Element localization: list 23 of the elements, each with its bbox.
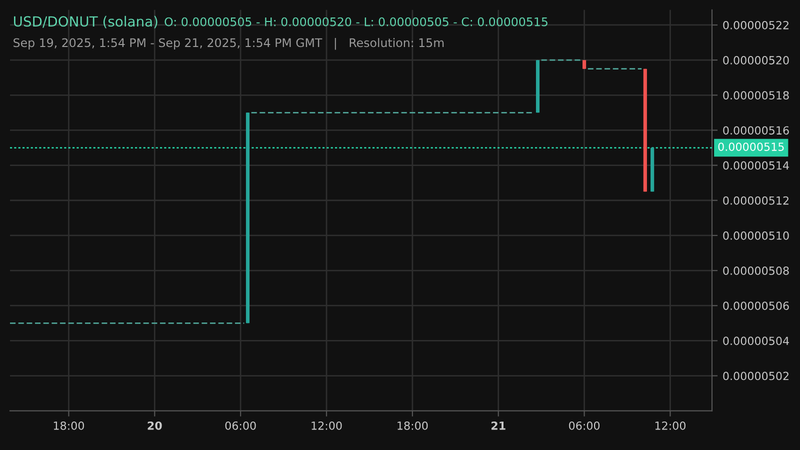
y-tick-label: 0.00000510 — [723, 231, 789, 240]
x-tick-label: 12:00 — [312, 421, 342, 430]
x-tick-label: 06:00 — [569, 421, 600, 430]
y-tick-label: 0.00000504 — [723, 336, 789, 346]
y-tick-label: 0.00000518 — [723, 91, 789, 100]
y-tick-label: 0.00000508 — [723, 266, 789, 275]
x-tick-label: 18:00 — [398, 421, 428, 430]
ref-line-label: 0.00000515 — [718, 142, 784, 151]
x-tick-label: 20 — [148, 421, 162, 430]
y-tick-label: 0.00000516 — [723, 126, 789, 135]
x-tick-label: 06:00 — [225, 421, 256, 430]
annotation: O: 0.00000505 - H: 0.00000520 - L: 0.00000505 - C: 0.00000515 — [164, 17, 548, 26]
y-tick-label: 0.00000520 — [723, 56, 789, 64]
y-tick-label: 0.00000506 — [723, 302, 789, 310]
x-tick-label: 18:00 — [54, 421, 84, 430]
chart-title: USD/DONUT (solana) — [14, 16, 158, 28]
x-tick-label: 21 — [492, 421, 506, 430]
x-tick-label: 12:00 — [655, 421, 686, 430]
text: Sep 19, 2025, 1:54 PM - Sep 21, 2025, 1:54 PM GMT | Resolution: 15m — [14, 38, 444, 50]
y-tick-label: 0.00000502 — [723, 372, 788, 380]
y-tick-label: 0.00000514 — [723, 161, 789, 170]
y-tick-label: 0.00000522 — [723, 20, 788, 30]
y-tick-label: 0.00000512 — [723, 196, 788, 205]
